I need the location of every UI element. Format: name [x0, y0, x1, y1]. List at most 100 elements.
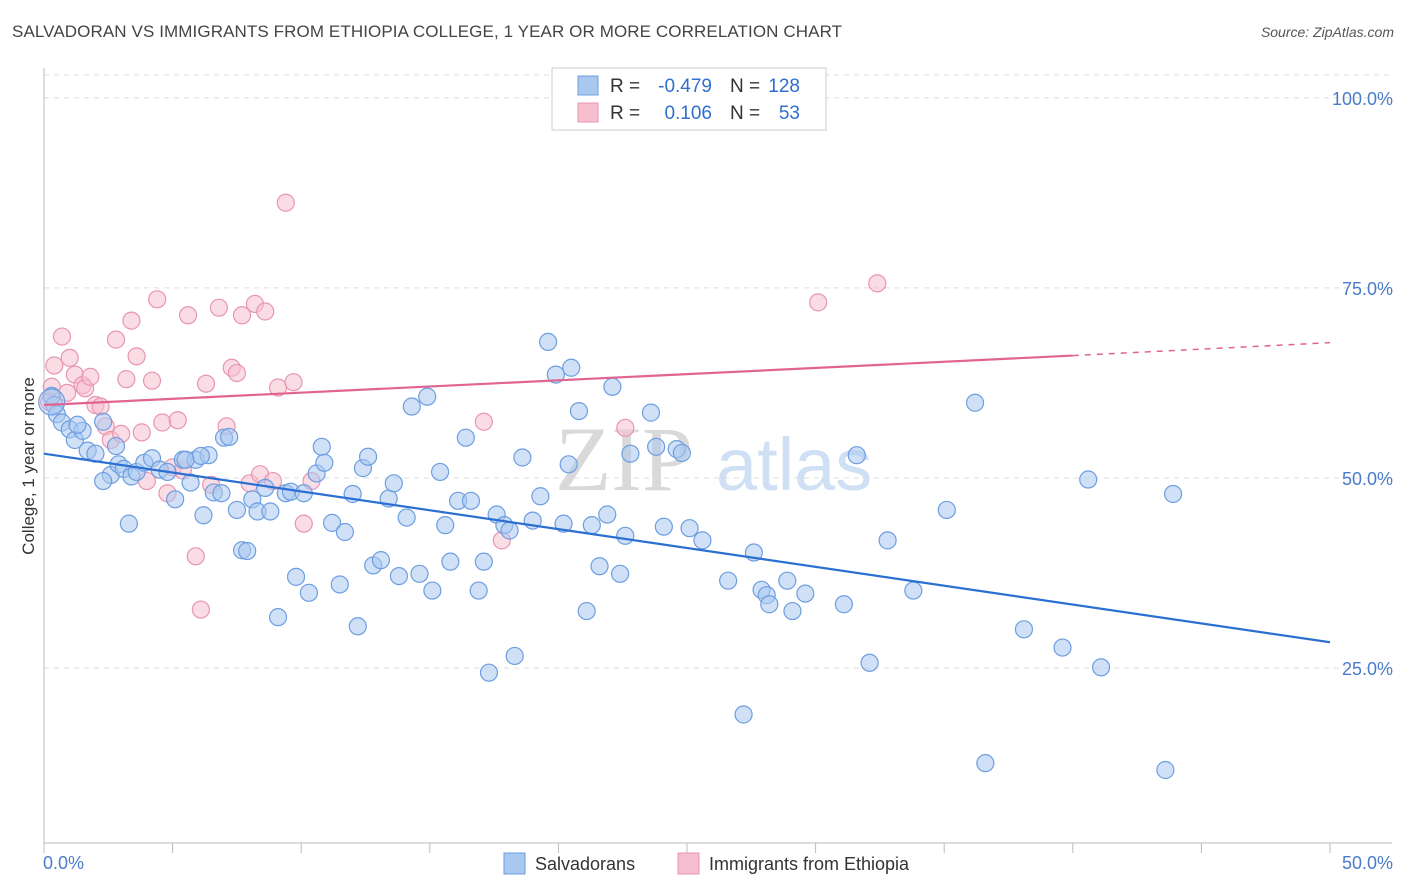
salvadoran-trend-line	[43, 452, 1331, 644]
ethiopia-point-8	[81, 367, 100, 386]
salvadoran-point-125	[191, 446, 210, 466]
salvadoran-point-85	[577, 601, 596, 621]
legend-r-value-2: 0.106	[664, 103, 712, 124]
ethiopia-point-25	[168, 411, 187, 430]
salvadoran-point-30	[227, 500, 246, 520]
watermark-atlas: atlas	[716, 423, 872, 506]
salvadoran-point-9	[94, 412, 113, 431]
bottom-legend-swatch-blue	[503, 852, 526, 875]
ethiopia-point-3	[52, 327, 72, 346]
salvadoran-point-16	[94, 471, 113, 491]
salvadoran-point-119	[1079, 470, 1098, 489]
salvadoran-point-71	[479, 663, 499, 682]
salvadoran-point-86	[582, 516, 601, 535]
axes	[43, 68, 1392, 853]
salvadoran-point-98	[680, 519, 699, 538]
salvadoran-point-57	[389, 567, 409, 586]
salvadoran-point-92	[621, 444, 640, 463]
salvadoran-point-65	[441, 552, 460, 571]
salvadoran-point-109	[834, 595, 853, 614]
salvadoran-point-91	[616, 526, 635, 545]
salvadoran-point-112	[878, 531, 897, 550]
ethiopia-point-30	[196, 374, 216, 393]
salvadoran-point-32	[238, 541, 257, 561]
salvadoran-point-123	[68, 415, 87, 434]
ethiopia-point-40	[256, 302, 275, 321]
salvadoran-point-79	[539, 332, 558, 351]
salvadoran-point-42	[299, 583, 319, 602]
bottom-legend-swatch-pink	[677, 852, 700, 875]
legend-n-label-2: N =	[730, 103, 760, 124]
bottom-legend-salvadorans: Salvadorans	[535, 854, 635, 874]
salvadoran-point-70	[474, 552, 493, 571]
salvadoran-point-82	[562, 358, 581, 377]
ethiopia-point-50	[809, 293, 828, 312]
salvadoran-point-114	[937, 500, 956, 520]
ethiopia-trend-line	[43, 354, 1073, 407]
salvadoran-point-113	[904, 581, 923, 600]
salvadoran-point-108	[796, 584, 815, 603]
salvadoran-point-64	[436, 516, 455, 535]
salvadoran-point-121	[1156, 760, 1175, 780]
x-tick-label-0: 0.0%	[43, 853, 84, 873]
salvadoran-point-36	[261, 502, 280, 521]
salvadoran-point-100	[719, 571, 738, 590]
salvadoran-point-116	[976, 754, 995, 773]
x-tick-labels: 0.0% 50.0%	[43, 853, 1393, 873]
salvadoran-point-67	[456, 428, 475, 447]
salvadoran-point-93	[641, 403, 661, 422]
salvadoran-point-76	[513, 448, 532, 467]
salvadoran-point-40	[286, 567, 306, 586]
salvadoran-point-62	[423, 581, 442, 600]
y-tick-label-0: 25.0%	[1342, 659, 1393, 679]
legend-n-value-2: 53	[779, 103, 800, 124]
series-legend: Salvadorans Immigrants from Ethiopia	[503, 852, 910, 875]
ethiopia-point-27	[178, 306, 198, 325]
salvadoran-point-59	[402, 397, 421, 416]
salvadoran-point-127	[176, 450, 195, 469]
ethiopia-point-17	[127, 347, 146, 366]
salvadoran-point-101	[734, 705, 753, 724]
salvadoran-point-69	[469, 581, 488, 600]
salvadoran-point-68	[461, 491, 481, 510]
salvadoran-point-95	[654, 517, 673, 536]
ethiopia-point-10	[91, 397, 110, 416]
legend-r-label-1: R =	[610, 76, 640, 97]
legend-swatch-blue	[577, 75, 599, 96]
salvadoran-point-large	[38, 388, 66, 416]
salvadoran-point-60	[410, 564, 429, 583]
salvadoran-point-61	[418, 387, 437, 406]
salvadoran-point-122	[1164, 484, 1183, 504]
legend-n-label-1: N =	[730, 76, 760, 97]
chart-source: Source: ZipAtlas.com	[1260, 24, 1394, 40]
ethiopia-point-13	[106, 330, 126, 349]
salvadoran-point-97	[672, 443, 691, 463]
salvadoran-point-78	[531, 487, 550, 506]
salvadoran-point-111	[860, 653, 879, 672]
salvadoran-point-46	[322, 513, 342, 532]
ethiopia-point-20	[142, 371, 162, 390]
ethiopia-point-32	[209, 298, 228, 317]
ethiopia-point-16	[122, 311, 141, 330]
salvadoran-point-94	[647, 437, 666, 456]
salvadoran-point-80	[546, 365, 565, 384]
ethiopia-point-21	[148, 290, 167, 309]
y-tick-label-3: 100.0%	[1332, 89, 1393, 109]
salvadoran-point-83	[559, 455, 578, 474]
salvadoran-point-54	[371, 551, 391, 570]
chart-title: SALVADORAN VS IMMIGRANTS FROM ETHIOPIA C…	[12, 22, 843, 41]
salvadoran-point-24	[194, 506, 213, 525]
legend-r-label-2: R =	[610, 103, 640, 124]
ethiopia-point-2	[45, 356, 64, 375]
ethiopia-point-36	[232, 306, 252, 325]
salvadoran-point-75	[505, 646, 524, 666]
y-tick-labels: 25.0% 50.0% 75.0% 100.0%	[1332, 89, 1393, 679]
trend-lines	[43, 341, 1331, 644]
salvadoran-point-120	[1091, 658, 1111, 677]
legend-swatch-pink	[577, 102, 599, 123]
ethiopia-point-51	[868, 274, 887, 293]
salvadoran-point-107	[783, 601, 802, 621]
salvadoran-point-117	[1014, 620, 1034, 639]
salvadoran-point-110	[847, 446, 866, 465]
